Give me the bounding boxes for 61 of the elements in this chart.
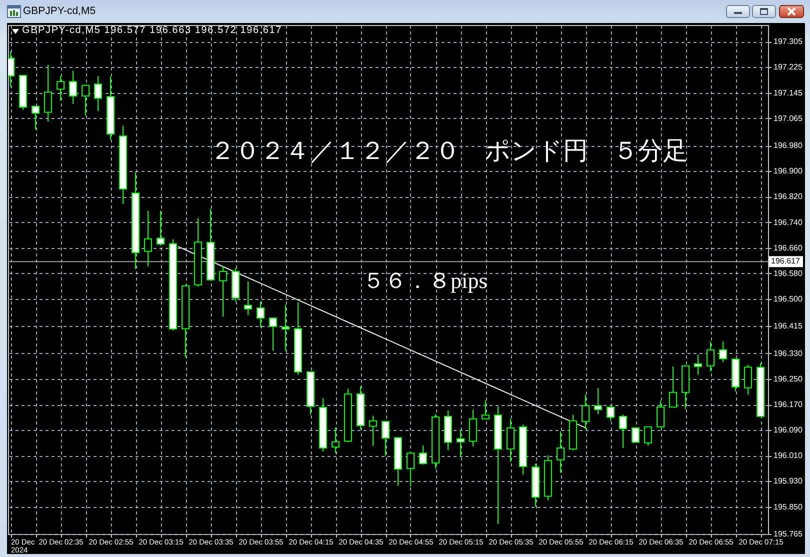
candlestick	[406, 451, 414, 487]
candlestick	[419, 444, 427, 466]
y-tick-label: 195.850	[774, 502, 803, 512]
y-tick-label: 196.900	[774, 166, 803, 176]
candlestick	[482, 400, 490, 420]
candlestick	[156, 210, 164, 246]
y-tick-label: 196.250	[774, 374, 803, 384]
candlestick	[82, 84, 90, 116]
candlestick	[619, 414, 627, 448]
annotation: ５６．８pips	[362, 268, 488, 294]
candlestick	[256, 301, 264, 328]
candlestick	[669, 366, 677, 408]
candlestick	[332, 427, 340, 454]
y-tick-label: 196.980	[774, 141, 803, 150]
candlestick	[44, 64, 52, 122]
candlestick	[656, 400, 664, 428]
y-tick-label: 196.330	[774, 348, 803, 358]
candlestick	[469, 409, 477, 447]
y-tick-label: 195.765	[774, 530, 803, 538]
candlestick	[632, 427, 640, 444]
text: ２０２４／１２／２０ ポンド円 ５分足	[210, 138, 688, 166]
y-tick-label: 196.500	[774, 294, 803, 304]
candlestick	[56, 75, 64, 102]
candlestick	[706, 341, 714, 372]
y-tick-label: 197.145	[774, 88, 803, 98]
y-tick-label: 196.090	[774, 426, 803, 435]
candlestick	[594, 387, 602, 415]
y-tick-label: 196.820	[774, 192, 803, 202]
candlestick	[644, 426, 652, 446]
candlestick	[8, 51, 14, 88]
candlestick	[369, 415, 377, 446]
candlestick	[144, 210, 152, 267]
y-tick-label: 197.305	[774, 37, 803, 46]
candlestick	[456, 429, 464, 458]
candlestick	[719, 341, 727, 362]
candlestick	[694, 354, 702, 376]
y-tick-label: 197.225	[774, 62, 803, 72]
candlestick	[382, 420, 390, 456]
y-tick-label: 196.660	[774, 243, 803, 252]
candlestick	[219, 266, 227, 318]
y-tick-label: 196.170	[774, 400, 803, 410]
candlestick	[506, 418, 514, 463]
candlestick	[582, 394, 590, 430]
candlestick	[282, 304, 290, 352]
candlestick	[244, 280, 252, 316]
ref-line-label: 196.617	[771, 256, 800, 266]
y-tick-label: 196.415	[774, 322, 803, 331]
candlestick	[94, 75, 102, 112]
candlestick	[556, 430, 564, 474]
y-tick-label: 195.930	[774, 476, 803, 486]
y-tick-label: 196.740	[774, 218, 803, 227]
candlestick	[606, 406, 614, 422]
text: GBPJPY-cd,M5	[23, 5, 96, 18]
candlestick	[69, 70, 77, 104]
candlestick	[32, 105, 40, 130]
candlestick	[744, 364, 752, 396]
chart-subtitle: GBPJPY-cd,M5 196.577 196.663 196.572 196.617	[22, 25, 282, 37]
candlestick	[269, 317, 277, 351]
y-tick-label: 196.580	[774, 268, 803, 278]
y-tick-label: 197.065	[774, 114, 803, 123]
y-tick-label: 196.010	[774, 451, 803, 460]
